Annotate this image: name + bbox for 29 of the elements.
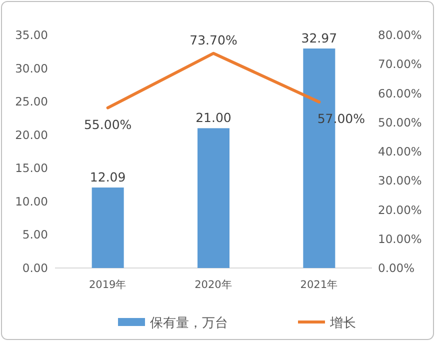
bar bbox=[92, 188, 124, 268]
x-tick-label: 2019年 bbox=[88, 279, 127, 291]
y2-tick-label: 50.00% bbox=[378, 115, 422, 130]
y2-tick-label: 60.00% bbox=[378, 86, 422, 100]
y2-tick-label: 80.00% bbox=[378, 28, 422, 42]
y-tick-label: 30.00 bbox=[15, 61, 48, 76]
y2-tick-label: 70.00% bbox=[378, 57, 422, 72]
y-tick-label: 25.00 bbox=[15, 94, 48, 109]
data-label: 73.70% bbox=[190, 32, 238, 48]
y-tick-label: 0.00 bbox=[22, 261, 48, 275]
y2-tick-label: 40.00% bbox=[378, 144, 422, 158]
y2-tick-label: 20.00% bbox=[378, 202, 422, 217]
y-tick-label: 35.00 bbox=[15, 28, 48, 42]
data-label: 55.00% bbox=[84, 116, 132, 132]
x-tick-label: 2021年 bbox=[300, 279, 338, 291]
y2-tick-label: 10.00% bbox=[378, 232, 422, 246]
y-tick-label: 20.00 bbox=[15, 128, 48, 142]
legend-label: 保有量，万台 bbox=[150, 316, 228, 331]
y-tick-label: 10.00 bbox=[15, 194, 48, 208]
y2-tick-label: 30.00% bbox=[378, 174, 422, 188]
y2-tick-label: 0.00% bbox=[378, 261, 415, 275]
data-label: 21.00 bbox=[196, 110, 232, 126]
bar bbox=[198, 128, 230, 268]
legend-label: 增长 bbox=[329, 316, 356, 331]
data-label: 12.09 bbox=[90, 170, 126, 185]
y-tick-label: 15.00 bbox=[15, 161, 48, 176]
y-tick-label: 5.00 bbox=[22, 228, 48, 242]
x-tick-label: 2020年 bbox=[194, 279, 232, 291]
data-label: 32.97 bbox=[301, 30, 338, 46]
